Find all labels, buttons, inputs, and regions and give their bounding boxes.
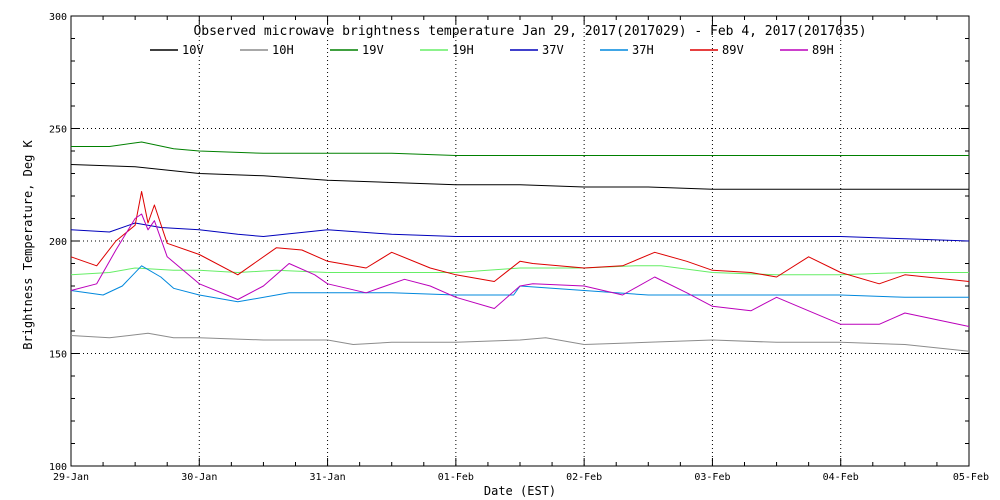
chart-title: Observed microwave brightness temperatur… [193, 24, 866, 39]
x-tick-label: 02-Feb [566, 472, 602, 483]
legend-label-10v: 10V [182, 43, 204, 57]
y-tick-label: 150 [49, 350, 67, 361]
series-lines [70, 141, 970, 352]
x-tick-label: 30-Jan [181, 472, 217, 483]
x-tick-label: 05-Feb [953, 472, 989, 483]
series-line-10v [70, 164, 969, 190]
series-line-10h [70, 332, 970, 352]
x-axis-label: Date (EST) [484, 484, 556, 498]
legend-label-89v: 89V [722, 43, 744, 57]
x-tick-label: 04-Feb [823, 472, 859, 483]
x-tick-label: 01-Feb [438, 472, 474, 483]
y-tick-label: 200 [49, 237, 67, 248]
y-tick-label: 250 [49, 125, 67, 136]
axis-ticks: 100 150 200 250 300 29-Jan 30-Jan 31-Jan 01-Feb 0… [49, 12, 989, 483]
legend-label-19v: 19V [362, 43, 384, 57]
legend: 10V 10H 19V 19H 37V 37H 89V 89H [150, 43, 834, 57]
y-axis-label: Brightness Temperature, Deg K [21, 139, 35, 349]
series-line-89h [70, 213, 970, 327]
legend-label-37h: 37H [632, 43, 654, 57]
x-tick-label: 31-Jan [310, 472, 346, 483]
series-line-19h [70, 265, 969, 276]
x-tick-label: 03-Feb [694, 472, 730, 483]
series-line-89v [70, 191, 970, 285]
y-tick-label: 300 [49, 12, 67, 23]
grid [71, 16, 969, 466]
series-line-37h [70, 265, 969, 303]
legend-label-19h: 19H [452, 43, 474, 57]
legend-label-89h: 89H [812, 43, 834, 57]
x-tick-label: 29-Jan [53, 472, 89, 483]
legend-label-10h: 10H [272, 43, 294, 57]
y-tick-label: 100 [49, 462, 67, 473]
legend-label-37v: 37V [542, 43, 564, 57]
series-line-19v [71, 141, 969, 156]
